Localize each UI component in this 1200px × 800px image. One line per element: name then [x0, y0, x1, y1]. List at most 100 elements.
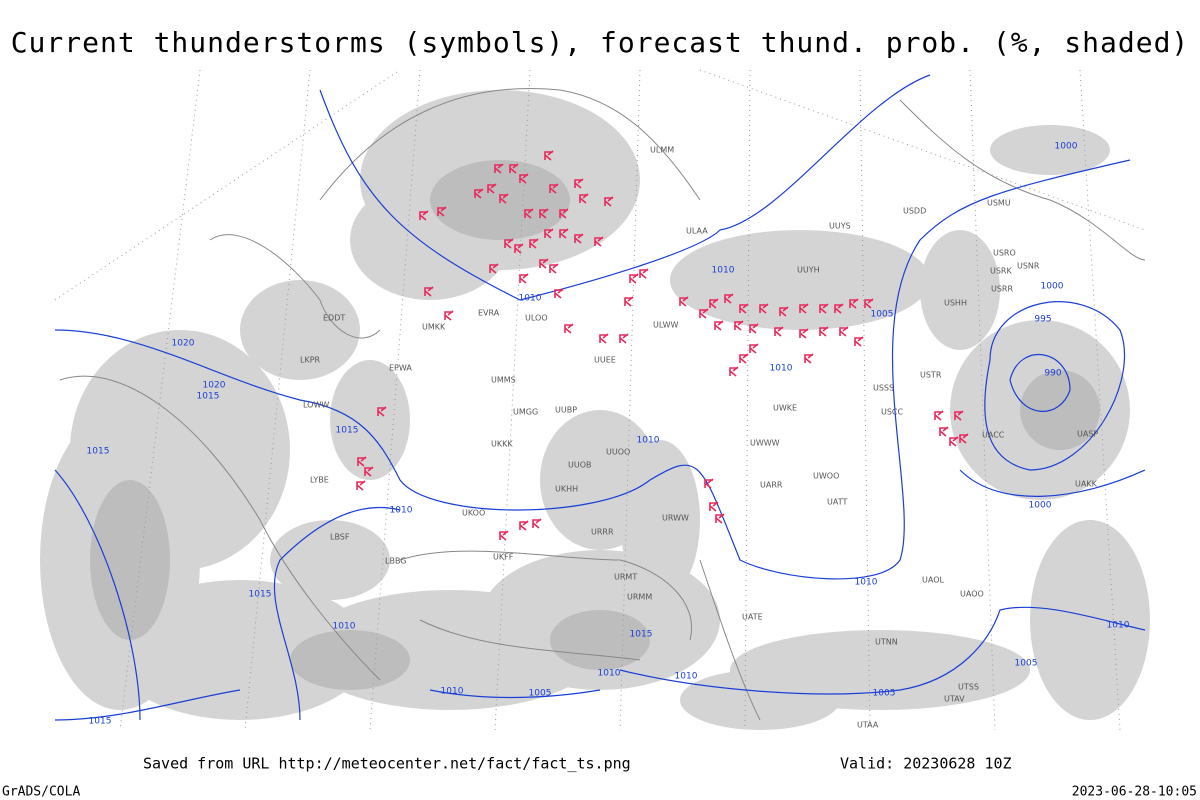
graticule-line: [369, 69, 421, 731]
thunderstorm-symbol: [849, 298, 859, 309]
isobar-label: 1005: [871, 310, 894, 320]
thunderstorm-symbol: [819, 303, 829, 314]
thunderstorm-symbol: [579, 193, 589, 204]
station-code: UUYS: [829, 222, 851, 231]
station-code: UTAV: [944, 695, 965, 704]
station-code: USNR: [1017, 262, 1040, 271]
thunderstorm-symbol: [559, 228, 569, 239]
station-code: EPWA: [389, 364, 412, 373]
station-code: USSS: [873, 384, 894, 393]
isobar-label: 1010: [333, 622, 356, 632]
station-code: USRK: [990, 267, 1012, 276]
graticule-line: [619, 69, 641, 731]
station-code: UMMS: [491, 376, 516, 385]
software: GrADS/COLA: [2, 785, 80, 800]
station-code: UAOO: [960, 590, 984, 599]
thunderstorm-symbol: [532, 518, 542, 529]
station-code: UARR: [760, 481, 783, 490]
thunderstorm-symbol: [514, 243, 524, 254]
thunderstorm-symbol: [549, 183, 559, 194]
shade-blob-dark: [290, 630, 410, 690]
thunderstorm-symbol: [715, 513, 725, 524]
probability-shading: [40, 90, 1150, 730]
thunderstorm-symbol: [864, 298, 874, 309]
station-code: UWKE: [773, 404, 797, 413]
thunderstorm-symbol: [739, 303, 749, 314]
thunderstorm-symbol: [779, 306, 789, 317]
station-code: UUEE: [594, 356, 616, 365]
isobar-label: 1010: [855, 578, 878, 588]
coastline: [899, 99, 1146, 261]
station-code: LBSF: [330, 533, 350, 542]
station-code: UKKK: [491, 440, 513, 449]
station-code: UACC: [982, 431, 1005, 440]
thunderstorm-symbol: [714, 320, 724, 331]
thunderstorm-symbol: [774, 326, 784, 337]
station-code: UTSS: [958, 683, 979, 692]
coastline: [209, 234, 381, 339]
thunderstorm-symbol: [759, 303, 769, 314]
thunderstorm-symbol: [574, 178, 584, 189]
coastline: [59, 375, 381, 681]
thunderstorm-symbol: [594, 236, 604, 247]
thunderstorm-symbol: [954, 410, 964, 421]
saved-url: Saved from URL http://meteocenter.net/fa…: [143, 755, 631, 773]
thunderstorm-symbol: [624, 296, 634, 307]
thunderstorm-symbol: [487, 183, 497, 194]
thunderstorm-symbol: [799, 303, 809, 314]
station-code: LKPR: [300, 356, 321, 365]
station-code: UATT: [827, 498, 847, 507]
thunderstorm-symbol: [934, 410, 944, 421]
station-code: USTR: [920, 371, 942, 380]
shade-blob: [920, 230, 1000, 350]
station-code: ULAA: [686, 227, 708, 236]
station-code: UKOO: [462, 509, 485, 518]
isobar-label: 1010: [598, 669, 621, 679]
shade-blob: [680, 670, 840, 730]
thunderstorm-symbol: [959, 433, 969, 444]
coastlines: [59, 88, 1146, 721]
thunderstorm-symbol: [539, 258, 549, 269]
graticule-line: [1079, 69, 1121, 731]
isobar: [959, 469, 1146, 497]
isobar-label: 1000: [1029, 501, 1052, 511]
isobar-label: 1020: [172, 339, 195, 349]
isobar: [429, 689, 601, 699]
isobar-label: 1010: [390, 506, 413, 516]
thunderstorm-symbol: [377, 406, 387, 417]
isobar: [273, 506, 401, 721]
thunderstorm-symbol: [854, 336, 864, 347]
labels: 1010 1010 1010 1010 1010 1010 1010 1010 1010 1010…: [87, 142, 1130, 730]
station-code: EVRA: [478, 309, 500, 318]
thunderstorm-symbol: [356, 480, 366, 491]
shade-blob: [990, 125, 1110, 175]
station-code: LBBG: [385, 557, 407, 566]
isobar-label: 1000: [1041, 282, 1064, 292]
shade-blob: [330, 360, 410, 480]
coastline: [319, 88, 701, 201]
thunderstorm-symbol: [729, 366, 739, 377]
station-code: UMKK: [422, 323, 446, 332]
isobar: [54, 469, 141, 721]
valid-time: Valid: 20230628 10Z: [840, 755, 1012, 773]
station-code: USMU: [987, 199, 1011, 208]
shade-blob-dark: [90, 480, 170, 640]
thunderstorm-symbol: [499, 193, 509, 204]
station-code: UUOO: [606, 448, 630, 457]
station-code: ULMM: [650, 146, 674, 155]
thunderstorm-symbol: [679, 296, 689, 307]
thunderstorm-symbol: [629, 273, 639, 284]
isobar-label: 1015: [87, 447, 110, 457]
isobar-label: 1010: [519, 294, 542, 304]
isobar-label: 1015: [630, 630, 653, 640]
graticule-line: [744, 69, 751, 731]
thunderstorm-symbol: [509, 163, 519, 174]
thunderstorm-symbol: [574, 233, 584, 244]
thunderstorm-symbol: [424, 286, 434, 297]
station-code: ULWW: [653, 321, 678, 330]
isobar-label: 1015: [249, 590, 272, 600]
station-code: UTNN: [875, 638, 898, 647]
thunderstorm-symbol: [599, 333, 609, 344]
station-code: UUOB: [568, 461, 592, 470]
thunderstorm-symbol: [519, 520, 529, 531]
